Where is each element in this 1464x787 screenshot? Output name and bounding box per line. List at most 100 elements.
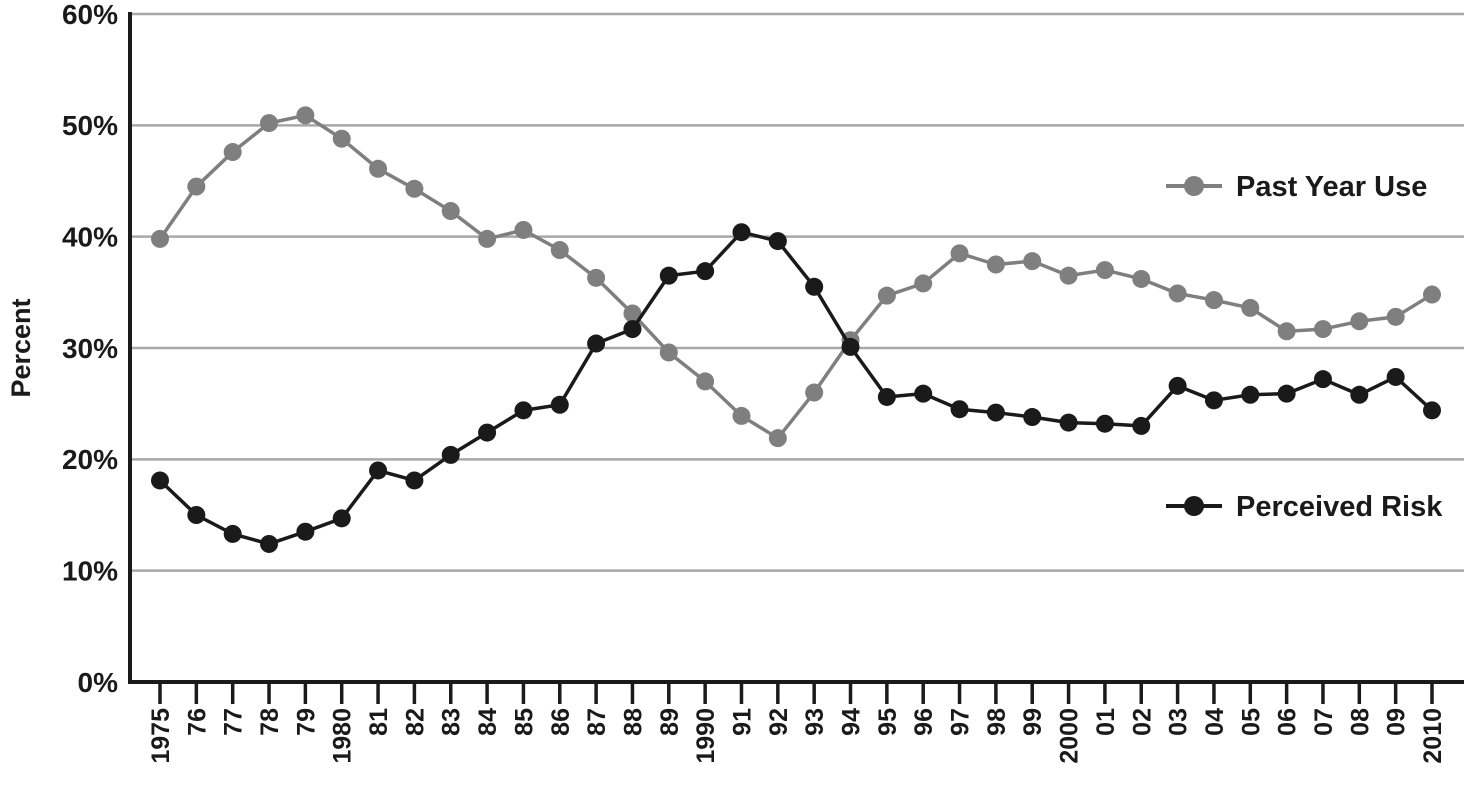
data-point-perceived-risk [260, 534, 279, 553]
data-point-past-year-use [187, 177, 206, 196]
data-point-past-year-use [877, 286, 896, 305]
y-tick-label: 30% [62, 333, 118, 364]
x-tick-label: 97 [947, 708, 975, 736]
data-point-past-year-use [696, 372, 715, 391]
legend-item-past-year-use: Past Year Use [1166, 171, 1427, 203]
legend-marker-dot [1184, 496, 1204, 516]
data-point-perceived-risk [1313, 370, 1332, 389]
data-point-perceived-risk [441, 445, 460, 464]
data-point-perceived-risk [877, 387, 896, 406]
data-point-perceived-risk [1168, 376, 1187, 395]
data-point-perceived-risk [1132, 416, 1151, 435]
y-axis-title: Percent [6, 298, 36, 397]
y-tick-label: 50% [62, 110, 118, 141]
data-point-past-year-use [441, 202, 460, 221]
x-tick-label: 92 [765, 708, 793, 736]
x-tick-label: 08 [1346, 708, 1374, 736]
legend-item-perceived-risk: Perceived Risk [1166, 491, 1443, 523]
data-point-perceived-risk [696, 262, 715, 281]
data-point-past-year-use [623, 304, 642, 323]
x-tick-label: 89 [656, 708, 684, 736]
x-tick-label: 04 [1201, 708, 1229, 736]
x-tick-label: 98 [983, 708, 1011, 736]
x-tick-label: 82 [401, 708, 429, 736]
data-point-past-year-use [587, 268, 606, 287]
data-point-past-year-use [1350, 312, 1369, 331]
data-point-perceived-risk [1241, 385, 1260, 404]
x-tick-label: 83 [438, 708, 466, 736]
data-point-past-year-use [950, 244, 969, 263]
data-point-perceived-risk [623, 320, 642, 339]
data-point-perceived-risk [514, 401, 533, 420]
data-point-perceived-risk [914, 384, 933, 403]
x-tick-label: 96 [910, 708, 938, 736]
y-tick-label: 0% [78, 667, 119, 698]
x-tick-label: 05 [1237, 708, 1265, 736]
series-line-past-year-use [158, 113, 1433, 440]
data-point-past-year-use [405, 179, 424, 198]
data-point-perceived-risk [587, 334, 606, 353]
x-tick-label: 84 [474, 708, 502, 736]
x-tick-label: 77 [220, 708, 248, 736]
x-tick-label: 1980 [329, 708, 357, 764]
x-tick-label: 07 [1310, 708, 1338, 736]
data-point-perceived-risk [369, 461, 388, 480]
x-tick-label: 06 [1274, 708, 1302, 736]
data-point-perceived-risk [841, 337, 860, 356]
y-tick-label: 10% [62, 555, 118, 586]
y-tick-label: 60% [62, 0, 118, 30]
x-tick-label: 93 [801, 708, 829, 736]
data-point-perceived-risk [950, 400, 969, 419]
x-tick-label: 09 [1383, 708, 1411, 736]
data-point-past-year-use [260, 114, 279, 133]
data-point-perceived-risk [768, 232, 787, 251]
data-point-past-year-use [1059, 266, 1078, 285]
data-point-past-year-use [1023, 252, 1042, 271]
data-point-perceived-risk [986, 403, 1005, 422]
data-point-perceived-risk [296, 522, 315, 541]
x-tick-label: 85 [510, 708, 538, 736]
x-tick-label: 91 [728, 708, 756, 736]
x-tick-label: 76 [183, 708, 211, 736]
legend-label: Past Year Use [1236, 171, 1427, 203]
data-point-perceived-risk [1423, 401, 1441, 420]
x-tick-label: 94 [838, 708, 866, 736]
data-point-past-year-use [914, 274, 933, 293]
data-point-past-year-use [151, 229, 169, 248]
data-point-past-year-use [986, 255, 1005, 274]
data-point-past-year-use [1386, 307, 1405, 326]
legend-marker-dot [1184, 176, 1204, 196]
data-point-perceived-risk [332, 509, 351, 528]
x-tick-label: 02 [1128, 708, 1156, 736]
data-point-past-year-use [296, 106, 315, 125]
x-tick-label: 87 [583, 708, 611, 736]
x-tick-label: 2010 [1419, 708, 1447, 764]
x-tick-label: 79 [292, 708, 320, 736]
data-point-perceived-risk [478, 423, 497, 442]
data-point-past-year-use [514, 220, 533, 239]
data-point-perceived-risk [550, 395, 569, 414]
data-point-past-year-use [1241, 298, 1260, 317]
data-point-past-year-use [732, 406, 751, 425]
data-point-perceived-risk [1386, 367, 1405, 386]
x-tick-label: 99 [1019, 708, 1047, 736]
data-point-past-year-use [369, 159, 388, 178]
data-point-past-year-use [1132, 269, 1151, 288]
x-tick-label: 01 [1092, 708, 1120, 736]
x-tick-label: 78 [256, 708, 284, 736]
data-point-perceived-risk [405, 471, 424, 490]
data-point-perceived-risk [223, 524, 242, 543]
x-tick-label: 1990 [692, 708, 720, 764]
data-point-past-year-use [550, 241, 569, 260]
data-point-past-year-use [1095, 261, 1114, 280]
data-point-past-year-use [1423, 285, 1441, 304]
x-tick-label: 88 [619, 708, 647, 736]
data-point-perceived-risk [1350, 385, 1369, 404]
data-point-perceived-risk [1204, 391, 1223, 410]
data-point-perceived-risk [1059, 413, 1078, 432]
data-point-past-year-use [659, 343, 678, 362]
data-point-perceived-risk [1095, 414, 1114, 433]
data-point-perceived-risk [1277, 384, 1296, 403]
data-point-perceived-risk [151, 471, 169, 490]
